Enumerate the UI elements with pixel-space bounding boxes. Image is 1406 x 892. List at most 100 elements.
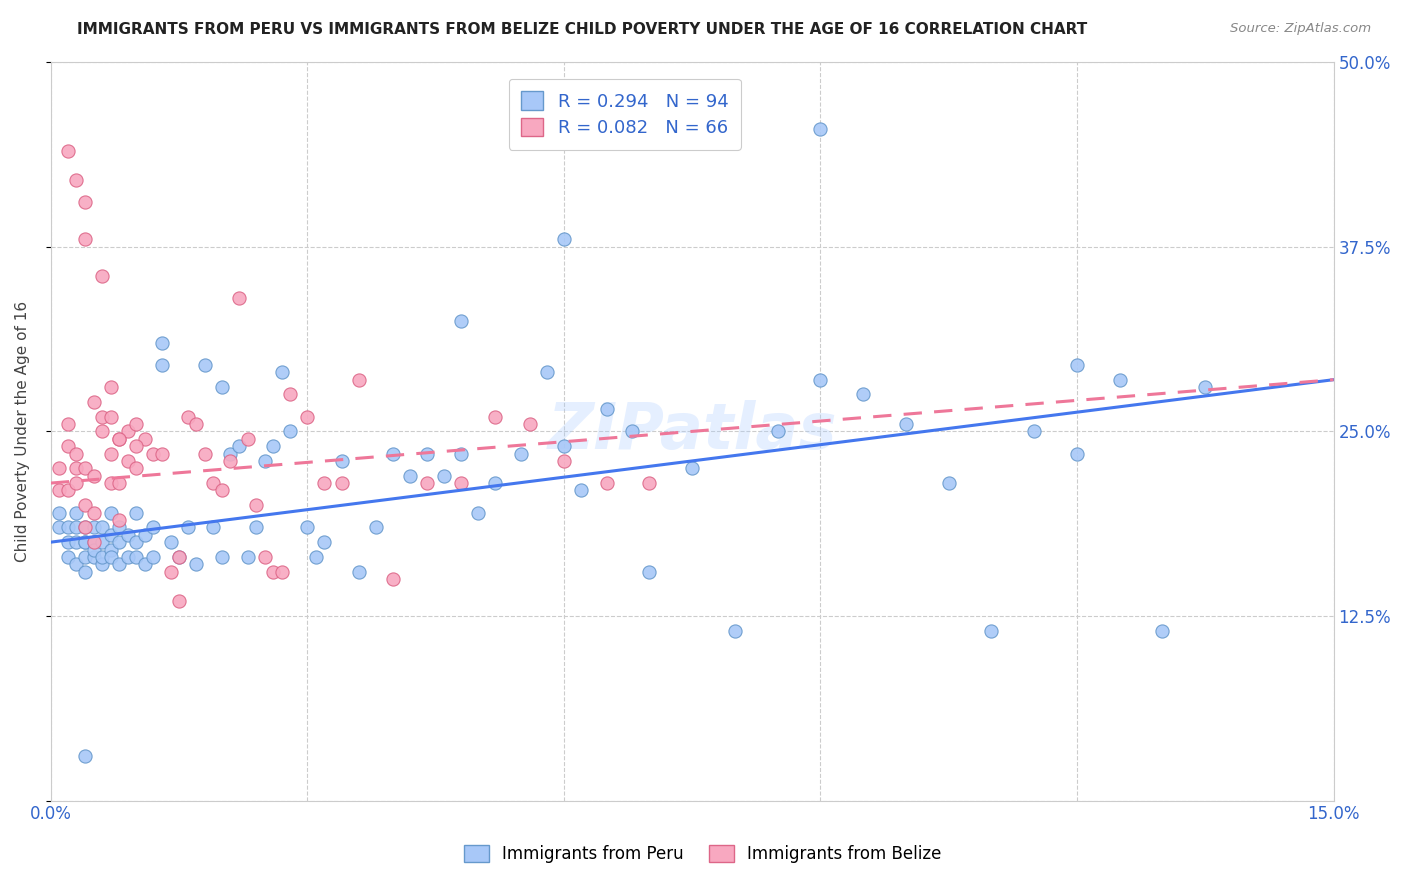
Point [219,454,242,468]
Text: ZIPatlas: ZIPatlas [547,401,837,462]
Point [125,439,148,453]
Point [65,506,87,520]
Point [83,520,105,534]
Point [519,417,541,431]
Point [150,335,173,350]
Point [159,535,181,549]
Point [176,520,198,534]
Point [100,409,122,424]
Point [65,173,87,187]
Point [125,417,148,431]
Text: Source: ZipAtlas.com: Source: ZipAtlas.com [1230,22,1371,36]
Point [150,446,173,460]
Point [1066,358,1088,372]
Point [73,565,96,579]
Point [270,565,292,579]
Point [100,446,122,460]
Point [117,528,139,542]
Point [91,549,114,564]
Point [83,535,105,549]
Point [56,417,79,431]
Point [211,380,233,394]
Point [73,535,96,549]
Point [270,365,292,379]
Point [83,506,105,520]
Point [56,549,79,564]
Point [553,232,575,246]
Point [100,549,122,564]
Point [108,535,131,549]
Point [176,409,198,424]
Point [938,476,960,491]
Point [450,446,472,460]
Point [1194,380,1216,394]
Point [314,535,336,549]
Point [330,454,353,468]
Point [91,535,114,549]
Point [416,476,439,491]
Point [245,520,267,534]
Point [100,542,122,557]
Point [297,520,319,534]
Point [65,520,87,534]
Point [211,483,233,498]
Point [73,461,96,475]
Point [1152,624,1174,638]
Point [810,121,832,136]
Point [65,446,87,460]
Point [83,468,105,483]
Point [108,432,131,446]
Point [73,498,96,512]
Point [638,565,661,579]
Point [48,461,70,475]
Point [91,425,114,439]
Point [56,439,79,453]
Point [108,476,131,491]
Point [108,558,131,572]
Point [56,535,79,549]
Point [278,425,301,439]
Point [450,476,472,491]
Y-axis label: Child Poverty Under the Age of 16: Child Poverty Under the Age of 16 [15,301,30,562]
Point [142,549,165,564]
Point [100,380,122,394]
Point [142,520,165,534]
Point [65,558,87,572]
Point [980,624,1002,638]
Point [595,476,617,491]
Point [91,269,114,284]
Point [125,506,148,520]
Point [253,549,276,564]
Point [186,558,208,572]
Point [83,394,105,409]
Point [219,446,242,460]
Point [202,476,225,491]
Point [245,498,267,512]
Point [65,476,87,491]
Point [364,520,387,534]
Point [73,520,96,534]
Point [681,461,703,475]
Point [262,565,284,579]
Point [202,520,225,534]
Point [894,417,917,431]
Point [83,549,105,564]
Point [125,461,148,475]
Legend: R = 0.294   N = 94, R = 0.082   N = 66: R = 0.294 N = 94, R = 0.082 N = 66 [509,78,741,150]
Point [621,425,644,439]
Point [314,476,336,491]
Point [1066,446,1088,460]
Point [186,417,208,431]
Point [553,439,575,453]
Point [167,594,190,608]
Point [297,409,319,424]
Point [73,749,96,764]
Point [91,520,114,534]
Point [100,506,122,520]
Point [595,402,617,417]
Point [108,513,131,527]
Point [484,476,506,491]
Point [381,446,404,460]
Point [810,373,832,387]
Text: IMMIGRANTS FROM PERU VS IMMIGRANTS FROM BELIZE CHILD POVERTY UNDER THE AGE OF 16: IMMIGRANTS FROM PERU VS IMMIGRANTS FROM … [77,22,1088,37]
